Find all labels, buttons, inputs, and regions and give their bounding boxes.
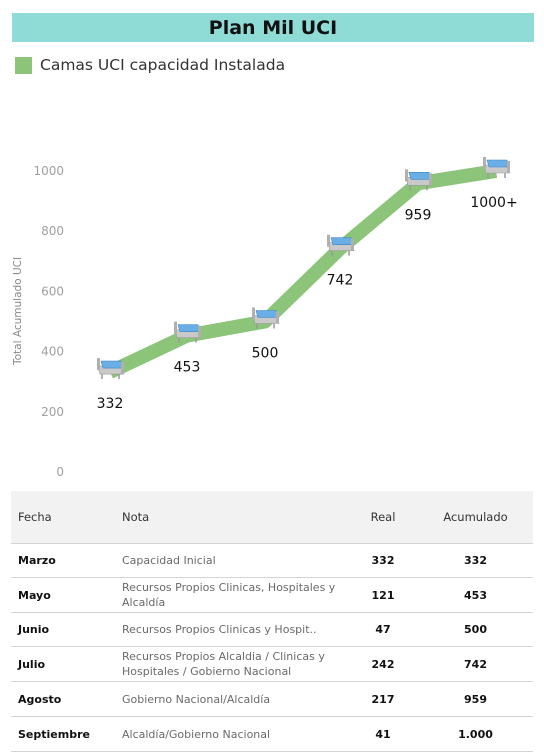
- hospital-bed-icon: [252, 307, 280, 329]
- cell-fecha: Marzo: [18, 554, 56, 567]
- cell-real: 41: [375, 727, 391, 741]
- header-acumulado: Acumulado: [443, 510, 508, 524]
- hospital-bed-icon: [483, 157, 511, 178]
- table-row: Mayo Recursos Propios Clinicas, Hospital…: [11, 578, 533, 613]
- table-row: Agosto Gobierno Nacional/Alcaldía 217 95…: [11, 682, 533, 717]
- cell-acumulado: 500: [464, 623, 487, 636]
- markers: [97, 157, 511, 380]
- y-tick-label: 400: [41, 345, 64, 359]
- data-label: 453: [174, 360, 201, 376]
- line-chart: 0 200 400 600 800 1000 332 453 500 742 959 1000+: [33, 157, 518, 479]
- cell-acumulado: 959: [464, 692, 487, 706]
- data-labels: 332 453 500 742 959 1000+: [97, 195, 518, 412]
- cell-acumulado: 1.000: [458, 727, 493, 741]
- table-header: Fecha Nota Real Acumulado: [11, 491, 533, 544]
- chart-legend: Camas UCI capacidad Instalada: [15, 56, 285, 74]
- header-nota: Nota: [122, 510, 150, 524]
- cell-nota: Gobierno Nacional/Alcaldía: [122, 692, 271, 706]
- hospital-bed-icon: [327, 234, 355, 256]
- cell-fecha: Junio: [18, 623, 50, 636]
- cell-real: 242: [371, 657, 395, 671]
- series-line: [107, 164, 498, 379]
- cell-real: 217: [371, 692, 395, 706]
- cell-real: 47: [375, 623, 391, 636]
- data-label: 500: [252, 346, 279, 362]
- header-fecha: Fecha: [18, 510, 52, 524]
- y-tick-label: 0: [56, 465, 64, 479]
- cell-acumulado: 453: [464, 588, 487, 602]
- hospital-bed-icon: [97, 358, 125, 380]
- title-bar: Plan Mil UCI: [12, 13, 534, 42]
- table-row: Junio Recursos Propios Clinicas y Hospit…: [11, 613, 533, 647]
- cell-nota: Recursos Propios Clinicas, Hospitales y …: [122, 581, 336, 609]
- cell-acumulado: 742: [464, 657, 487, 671]
- cell-fecha: Septiembre: [18, 727, 90, 741]
- cell-nota: Alcaldía/Gobierno Nacional: [122, 727, 271, 741]
- table-row: Marzo Capacidad Inicial 332 332: [11, 544, 533, 578]
- cell-acumulado: 332: [464, 554, 487, 567]
- cell-fecha: Agosto: [18, 692, 62, 706]
- hospital-bed-icon: [174, 321, 202, 343]
- cell-fecha: Julio: [18, 657, 46, 671]
- legend-swatch: [15, 56, 32, 74]
- page-title: Plan Mil UCI: [208, 16, 338, 39]
- data-label: 959: [405, 207, 432, 223]
- y-tick-label: 200: [41, 405, 64, 419]
- hospital-bed-icon: [405, 169, 433, 191]
- data-label: 1000+: [470, 195, 517, 211]
- header-real: Real: [370, 510, 396, 524]
- cell-nota: Capacidad Inicial: [122, 554, 216, 567]
- y-tick-label: 1000: [33, 164, 64, 178]
- data-table: Fecha Nota Real Acumulado Marzo Capacida…: [11, 491, 533, 752]
- cell-nota: Recursos Propios Clinicas y Hospit..: [122, 623, 317, 636]
- data-label: 742: [327, 273, 354, 289]
- cell-real: 332: [371, 554, 395, 567]
- y-tick-label: 600: [41, 284, 64, 298]
- data-label: 332: [97, 396, 124, 412]
- cell-real: 121: [371, 588, 395, 602]
- y-tick-label: 800: [41, 224, 64, 238]
- table-row: Septiembre Alcaldía/Gobierno Nacional 41…: [11, 717, 533, 752]
- y-axis-ticks: 0 200 400 600 800 1000: [33, 164, 64, 479]
- cell-nota: Recursos Propios Alcaldia / Clinicas y H…: [122, 650, 325, 678]
- table-row: Julio Recursos Propios Alcaldia / Clinic…: [11, 647, 533, 682]
- legend-label: Camas UCI capacidad Instalada: [40, 56, 286, 74]
- cell-fecha: Mayo: [18, 588, 51, 602]
